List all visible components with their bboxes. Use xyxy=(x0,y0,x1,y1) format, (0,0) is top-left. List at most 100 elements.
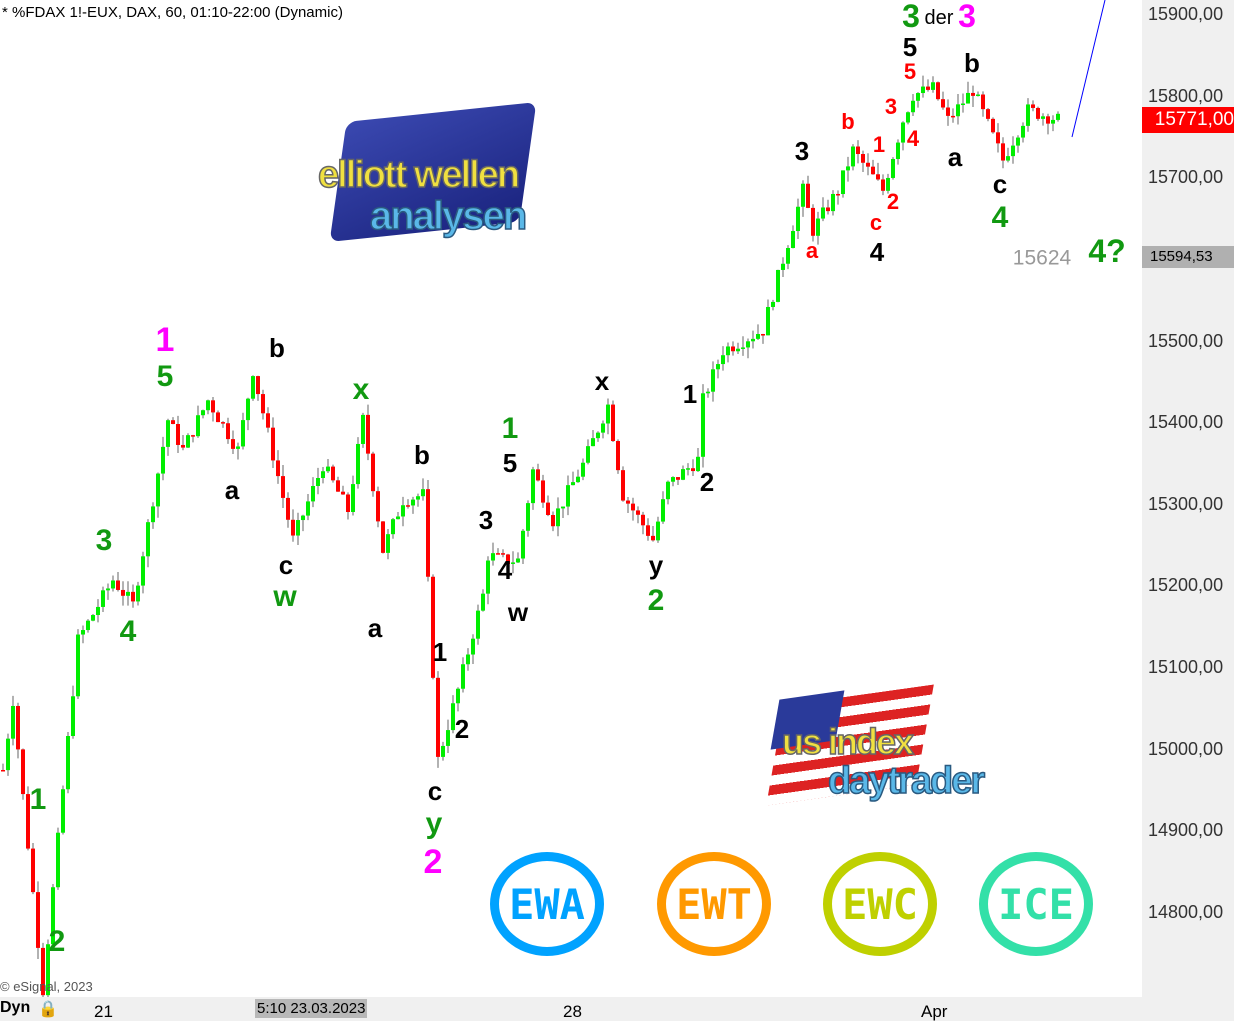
candle-up xyxy=(961,103,965,106)
candle-up xyxy=(571,482,575,486)
candle-up xyxy=(966,92,970,104)
candle-down xyxy=(881,179,885,191)
wave-label: 3 xyxy=(958,0,976,34)
candle-up xyxy=(526,503,530,531)
candle-up xyxy=(901,122,905,143)
candle-down xyxy=(876,174,880,180)
candle-up xyxy=(666,481,670,500)
candle-up xyxy=(786,247,790,264)
candle-up xyxy=(531,469,535,504)
candle-up xyxy=(321,471,325,478)
wave-label: b xyxy=(414,440,430,470)
candle-down xyxy=(341,491,345,495)
candle-down xyxy=(1031,104,1035,108)
candle-up xyxy=(956,104,960,117)
badge-ice[interactable]: ICE xyxy=(979,852,1093,956)
candle-down xyxy=(926,86,930,90)
badge-ewc[interactable]: EWC xyxy=(823,852,937,956)
wave-label: a xyxy=(805,238,819,263)
candle-down xyxy=(26,794,30,849)
candle-down xyxy=(116,580,120,590)
candle-up xyxy=(456,688,460,704)
candle-up xyxy=(251,376,255,399)
y-tick: 15300,00 xyxy=(1148,493,1224,514)
wave-label: 2 xyxy=(423,843,443,881)
candle-down xyxy=(176,423,180,445)
badge-ewa[interactable]: EWA xyxy=(490,852,604,956)
badge-ewt[interactable]: EWT xyxy=(657,852,771,956)
wave-label: c xyxy=(869,210,883,235)
wave-label: 5 xyxy=(502,448,518,478)
candle-up xyxy=(96,606,100,616)
candle-down xyxy=(551,515,555,527)
candle-up xyxy=(696,456,700,472)
candle-down xyxy=(231,439,235,449)
candle-down xyxy=(431,576,435,678)
wave-label: 4 xyxy=(991,201,1009,234)
candle-down xyxy=(276,460,280,477)
candle-up xyxy=(931,82,935,90)
candle-up xyxy=(756,334,760,339)
candle-down xyxy=(346,494,350,513)
candle-down xyxy=(811,207,815,236)
y-tick: 15000,00 xyxy=(1148,738,1224,759)
candle-up xyxy=(846,166,850,171)
wave-label: a xyxy=(224,475,240,505)
wave-label: b xyxy=(964,48,980,78)
logo-text-1: us index xyxy=(781,721,915,762)
wave-label: der xyxy=(924,7,954,29)
chart-plot-area[interactable]: * %FDAX 1!-EUX, DAX, 60, 01:10-22:00 (Dy… xyxy=(0,0,1142,1007)
x-tick: 21 xyxy=(94,1002,113,1021)
time-axis[interactable]: Dyn 🔒 21 5:10 23.03.2023 28 Apr xyxy=(0,997,1142,1021)
lock-icon[interactable]: 🔒 xyxy=(38,1001,58,1018)
candle-up xyxy=(111,580,115,589)
candle-down xyxy=(261,394,265,414)
wave-label: 4 xyxy=(119,615,137,648)
candle-down xyxy=(256,376,260,395)
candle-up xyxy=(236,446,240,449)
candle-up xyxy=(591,438,595,447)
candle-down xyxy=(371,453,375,492)
y-tick: 15500,00 xyxy=(1148,330,1224,351)
candle-down xyxy=(986,109,990,119)
candle-up xyxy=(186,435,190,448)
candle-up xyxy=(516,558,520,563)
candle-down xyxy=(871,166,875,175)
candle-down xyxy=(291,519,295,536)
candle-up xyxy=(686,468,690,470)
candle-down xyxy=(426,489,430,577)
candle-up xyxy=(421,489,425,497)
candle-up xyxy=(166,420,170,447)
candle-down xyxy=(1046,116,1050,124)
candle-down xyxy=(366,414,370,454)
price-axis[interactable]: 15900,00 15800,00 15700,00 15500,00 15400,00… xyxy=(1142,0,1234,1021)
wave-label: y xyxy=(648,550,664,580)
candle-up xyxy=(921,86,925,94)
candle-up xyxy=(361,414,365,444)
candle-down xyxy=(16,705,20,750)
badge-label: EWA xyxy=(509,879,585,929)
candle-up xyxy=(886,177,890,191)
candle-up xyxy=(81,630,85,635)
candle-up xyxy=(916,93,920,101)
wave-label: 4 xyxy=(497,555,513,585)
candle-down xyxy=(436,677,440,757)
candle-up xyxy=(581,462,585,477)
wave-label: w xyxy=(507,597,529,627)
candle-down xyxy=(971,92,975,96)
wave-label: c xyxy=(427,776,443,806)
candle-down xyxy=(636,510,640,515)
y-tick: 15100,00 xyxy=(1148,657,1224,678)
wave-label: x xyxy=(594,366,610,396)
candle-up xyxy=(671,477,675,482)
candle-up xyxy=(411,499,415,506)
wave-label: a xyxy=(947,142,963,172)
candle-down xyxy=(866,162,870,167)
candle-up xyxy=(161,446,165,474)
candle-down xyxy=(761,334,765,336)
candle-down xyxy=(611,404,615,442)
y-tick: 15400,00 xyxy=(1148,412,1224,433)
logo-text-1: elliott wellen xyxy=(317,154,521,196)
trend-line xyxy=(1071,0,1106,138)
candle-up xyxy=(441,745,445,757)
